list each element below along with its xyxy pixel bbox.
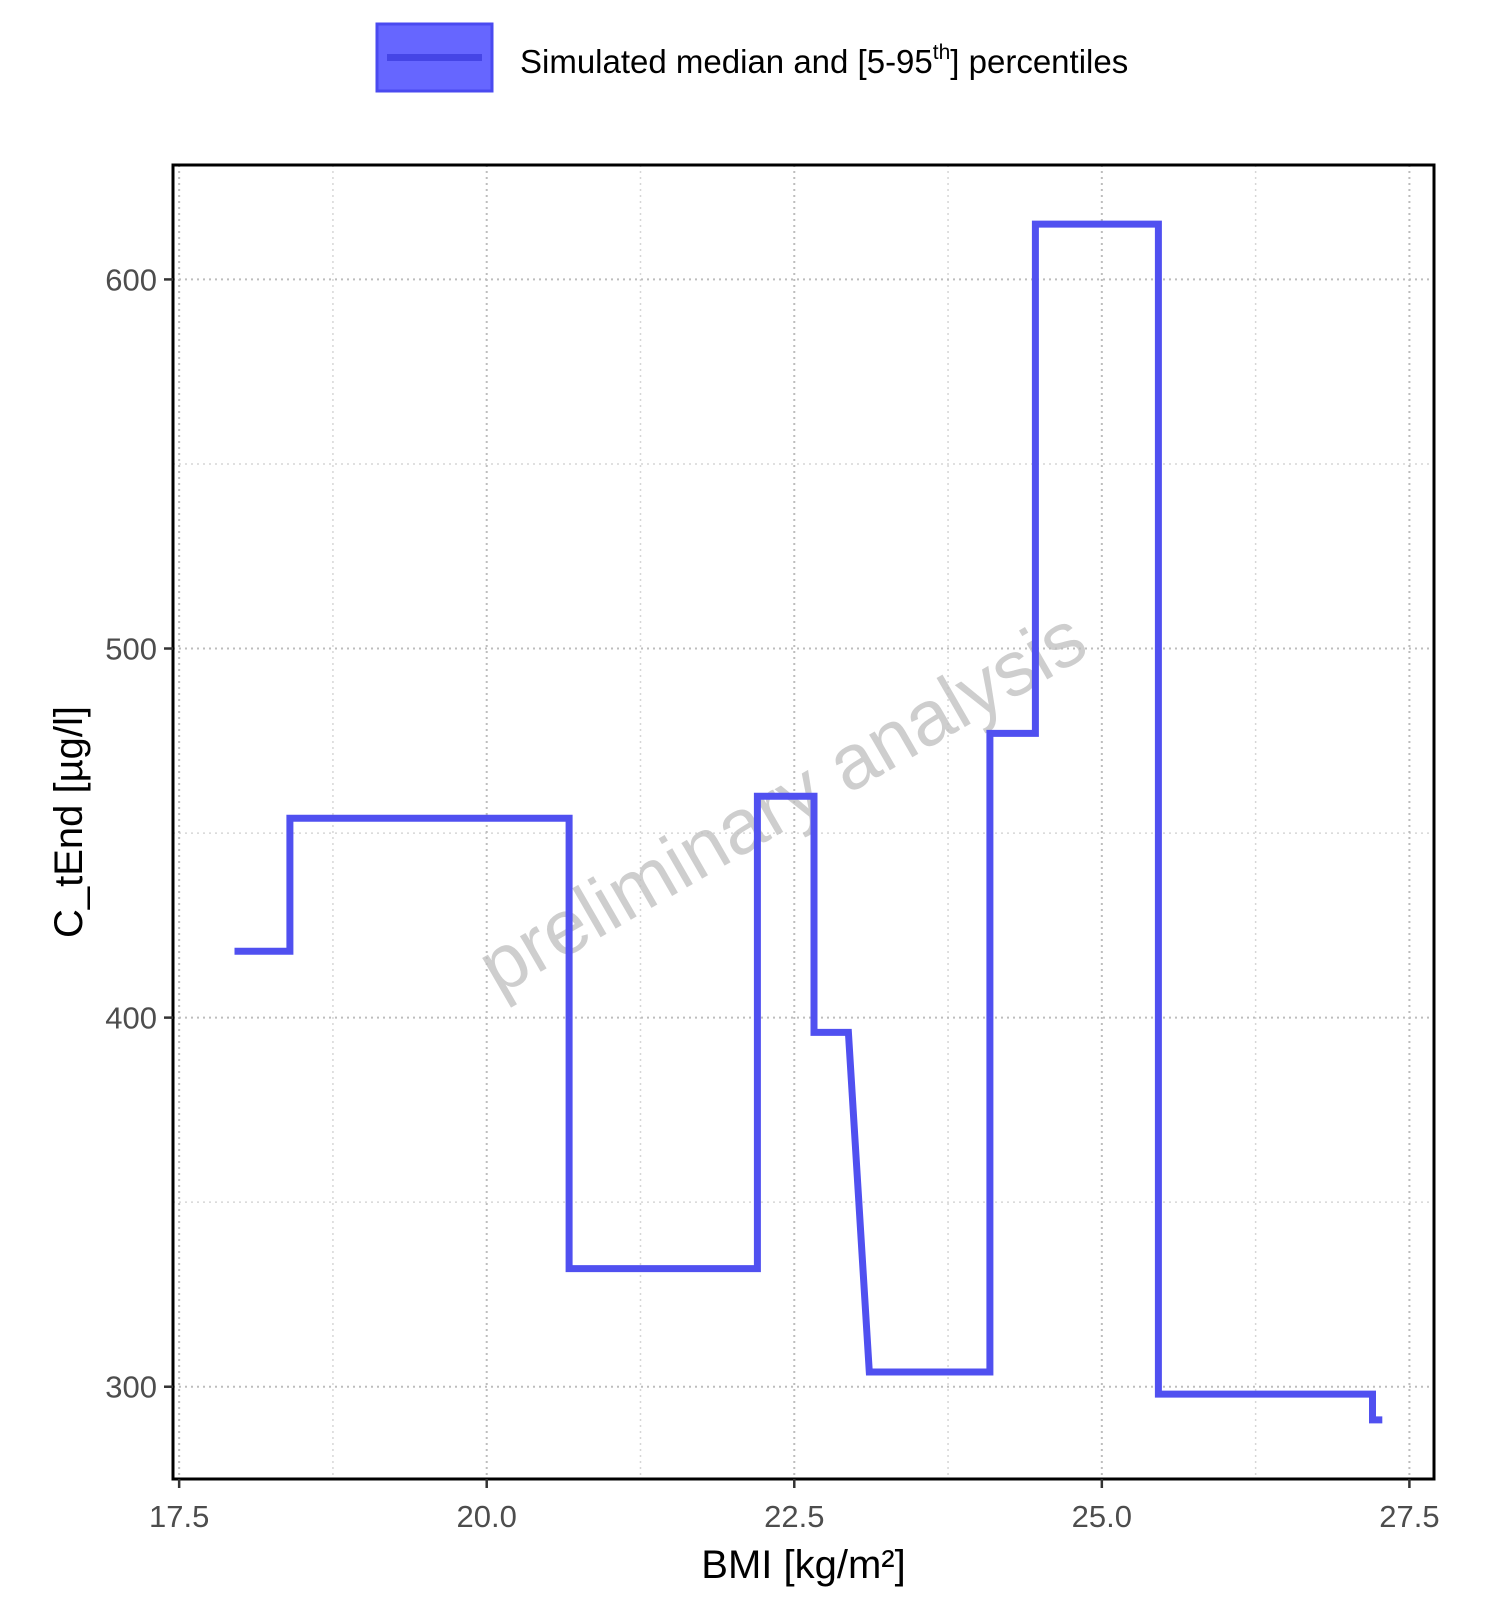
x-tick-label: 25.0 bbox=[1072, 1499, 1132, 1534]
legend-label-main: Simulated median and [5-95 bbox=[520, 43, 933, 80]
legend-label-end: ] percentiles bbox=[950, 43, 1128, 80]
y-tick-label: 600 bbox=[105, 262, 157, 297]
watermark: preliminary analysis bbox=[463, 592, 1100, 1011]
x-axis-title: BMI [kg/m²] bbox=[701, 1543, 905, 1587]
x-tick-label: 17.5 bbox=[149, 1499, 209, 1534]
legend: Simulated median and [5-95th] percentile… bbox=[375, 22, 1128, 93]
grid bbox=[173, 165, 1434, 1479]
y-tick-label: 300 bbox=[105, 1370, 157, 1405]
plot-panel: preliminary analysis bbox=[171, 163, 1436, 1481]
legend-label-superscript: th bbox=[933, 41, 951, 64]
legend-label: Simulated median and [5-95th] percentile… bbox=[520, 41, 1128, 80]
x-tick-label: 22.5 bbox=[764, 1499, 824, 1534]
series-line-median bbox=[234, 220, 1383, 1424]
x-tick-label: 20.0 bbox=[457, 1499, 517, 1534]
x-tick-label: 27.5 bbox=[1379, 1499, 1439, 1534]
y-axis: 300 400 500 600 bbox=[105, 262, 173, 1405]
y-tick-label: 500 bbox=[105, 632, 157, 667]
panel-border bbox=[171, 163, 1436, 1481]
y-tick-label: 400 bbox=[105, 1001, 157, 1036]
x-axis: 17.5 20.0 22.5 25.0 27.5 bbox=[149, 1479, 1440, 1534]
y-axis-title: C_tEnd [µg/l] bbox=[47, 706, 91, 938]
